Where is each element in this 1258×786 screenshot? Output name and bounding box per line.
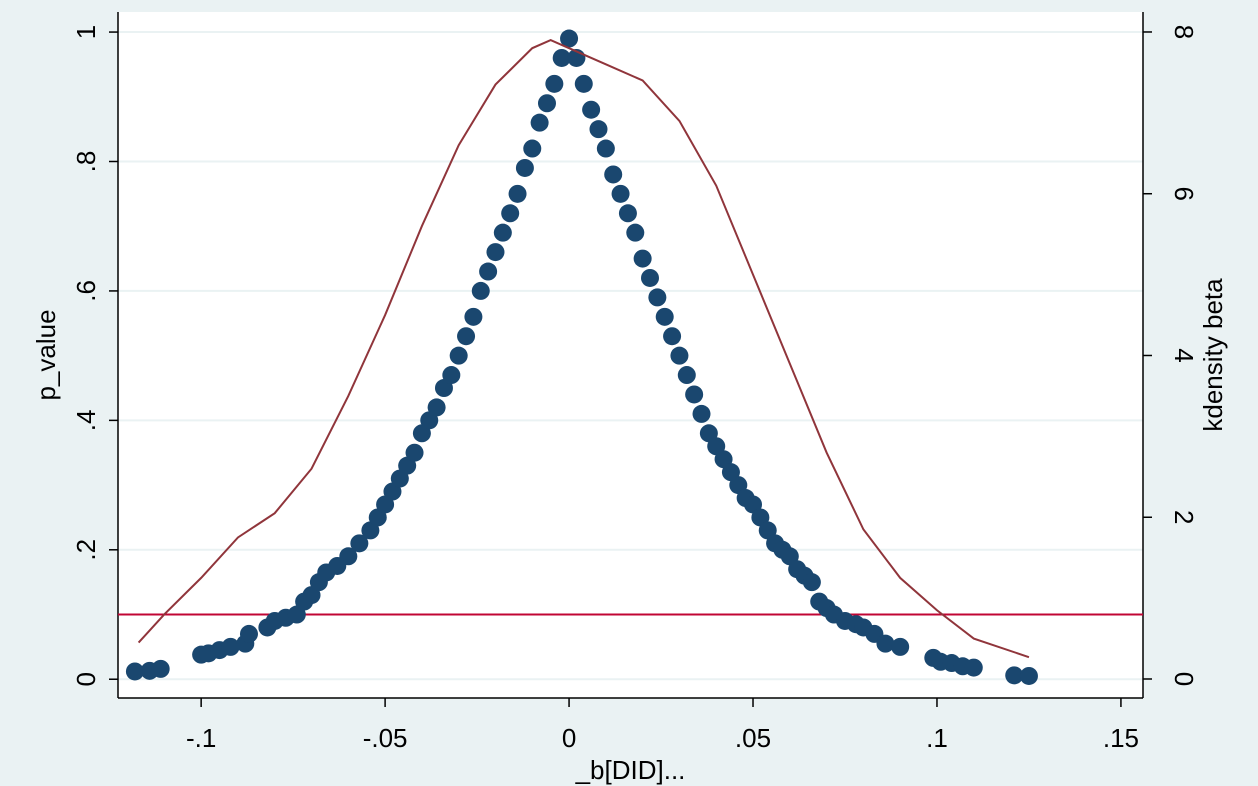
scatter-point xyxy=(427,398,446,417)
density-line xyxy=(137,38,1030,659)
scatter-point xyxy=(626,223,645,242)
x-tick-label: .1 xyxy=(926,723,948,753)
scatter-point xyxy=(1005,666,1024,685)
scatter-point xyxy=(339,547,358,566)
x-tick-label: -.1 xyxy=(186,723,216,753)
scatter-point xyxy=(479,262,498,281)
scatter-point xyxy=(618,204,637,223)
scatter-point xyxy=(221,637,240,656)
x-tick-label: .05 xyxy=(735,723,771,753)
scatter-point xyxy=(964,658,983,677)
y2-tick-label: 6 xyxy=(1169,186,1199,200)
scatter-point xyxy=(640,268,659,287)
scatter-point xyxy=(545,74,564,93)
scatter-point xyxy=(802,573,821,592)
scatter-point xyxy=(552,48,571,67)
scatter-point xyxy=(151,659,170,678)
scatter-point xyxy=(582,100,601,119)
scatter-point xyxy=(471,281,490,300)
scatter-point xyxy=(523,139,542,158)
scatter-point xyxy=(589,120,608,139)
scatter-point xyxy=(515,158,534,177)
scatter-point xyxy=(685,385,704,404)
scatter-point xyxy=(464,307,483,326)
scatter-point xyxy=(530,113,549,132)
scatter-point xyxy=(457,327,476,346)
x-axis-title: _b[DID]... xyxy=(575,755,686,785)
scatter-point xyxy=(501,204,520,223)
scatter-point xyxy=(125,662,144,681)
scatter-point xyxy=(574,74,593,93)
x-tick-label: -.05 xyxy=(363,723,408,753)
scatter-point xyxy=(663,327,682,346)
y2-tick-label: 2 xyxy=(1169,510,1199,524)
scatter-point xyxy=(493,223,512,242)
scatter-point xyxy=(449,346,468,365)
y-tick-label: .8 xyxy=(71,151,101,173)
scatter-point xyxy=(655,307,674,326)
scatter-point xyxy=(560,29,579,48)
x-tick-label: .15 xyxy=(1103,723,1139,753)
scatter-point xyxy=(633,249,652,268)
y2-tick-label: 8 xyxy=(1169,25,1199,39)
scatter-point xyxy=(677,366,696,385)
scatter-point xyxy=(486,243,505,262)
scatter-point xyxy=(537,94,556,113)
scatter-point xyxy=(692,404,711,423)
y-tick-label: 1 xyxy=(71,25,101,39)
y-tick-label: .6 xyxy=(71,280,101,302)
y-tick-label: 0 xyxy=(71,672,101,686)
scatter-point xyxy=(876,634,895,653)
scatter-point xyxy=(596,139,615,158)
scatter-point xyxy=(508,184,527,203)
scatter-point xyxy=(239,624,258,643)
scatter-point xyxy=(604,165,623,184)
y-tick-label: .2 xyxy=(71,539,101,561)
scatter-point xyxy=(648,288,667,307)
y-axis-title: p_value xyxy=(31,309,61,400)
y2-tick-label: 0 xyxy=(1169,672,1199,686)
scatter-point xyxy=(611,184,630,203)
y2-tick-label: 4 xyxy=(1169,348,1199,362)
plot-area xyxy=(118,12,1143,698)
scatter-point xyxy=(891,637,910,656)
scatter-point xyxy=(1019,666,1038,685)
scatter-point xyxy=(670,346,689,365)
y-tick-label: .4 xyxy=(71,410,101,432)
y2-axis-title: kdensity beta xyxy=(1198,278,1228,432)
scatter-point xyxy=(442,366,461,385)
x-tick-label: 0 xyxy=(562,723,576,753)
scatter-point xyxy=(405,443,424,462)
scatter-point xyxy=(350,534,369,553)
